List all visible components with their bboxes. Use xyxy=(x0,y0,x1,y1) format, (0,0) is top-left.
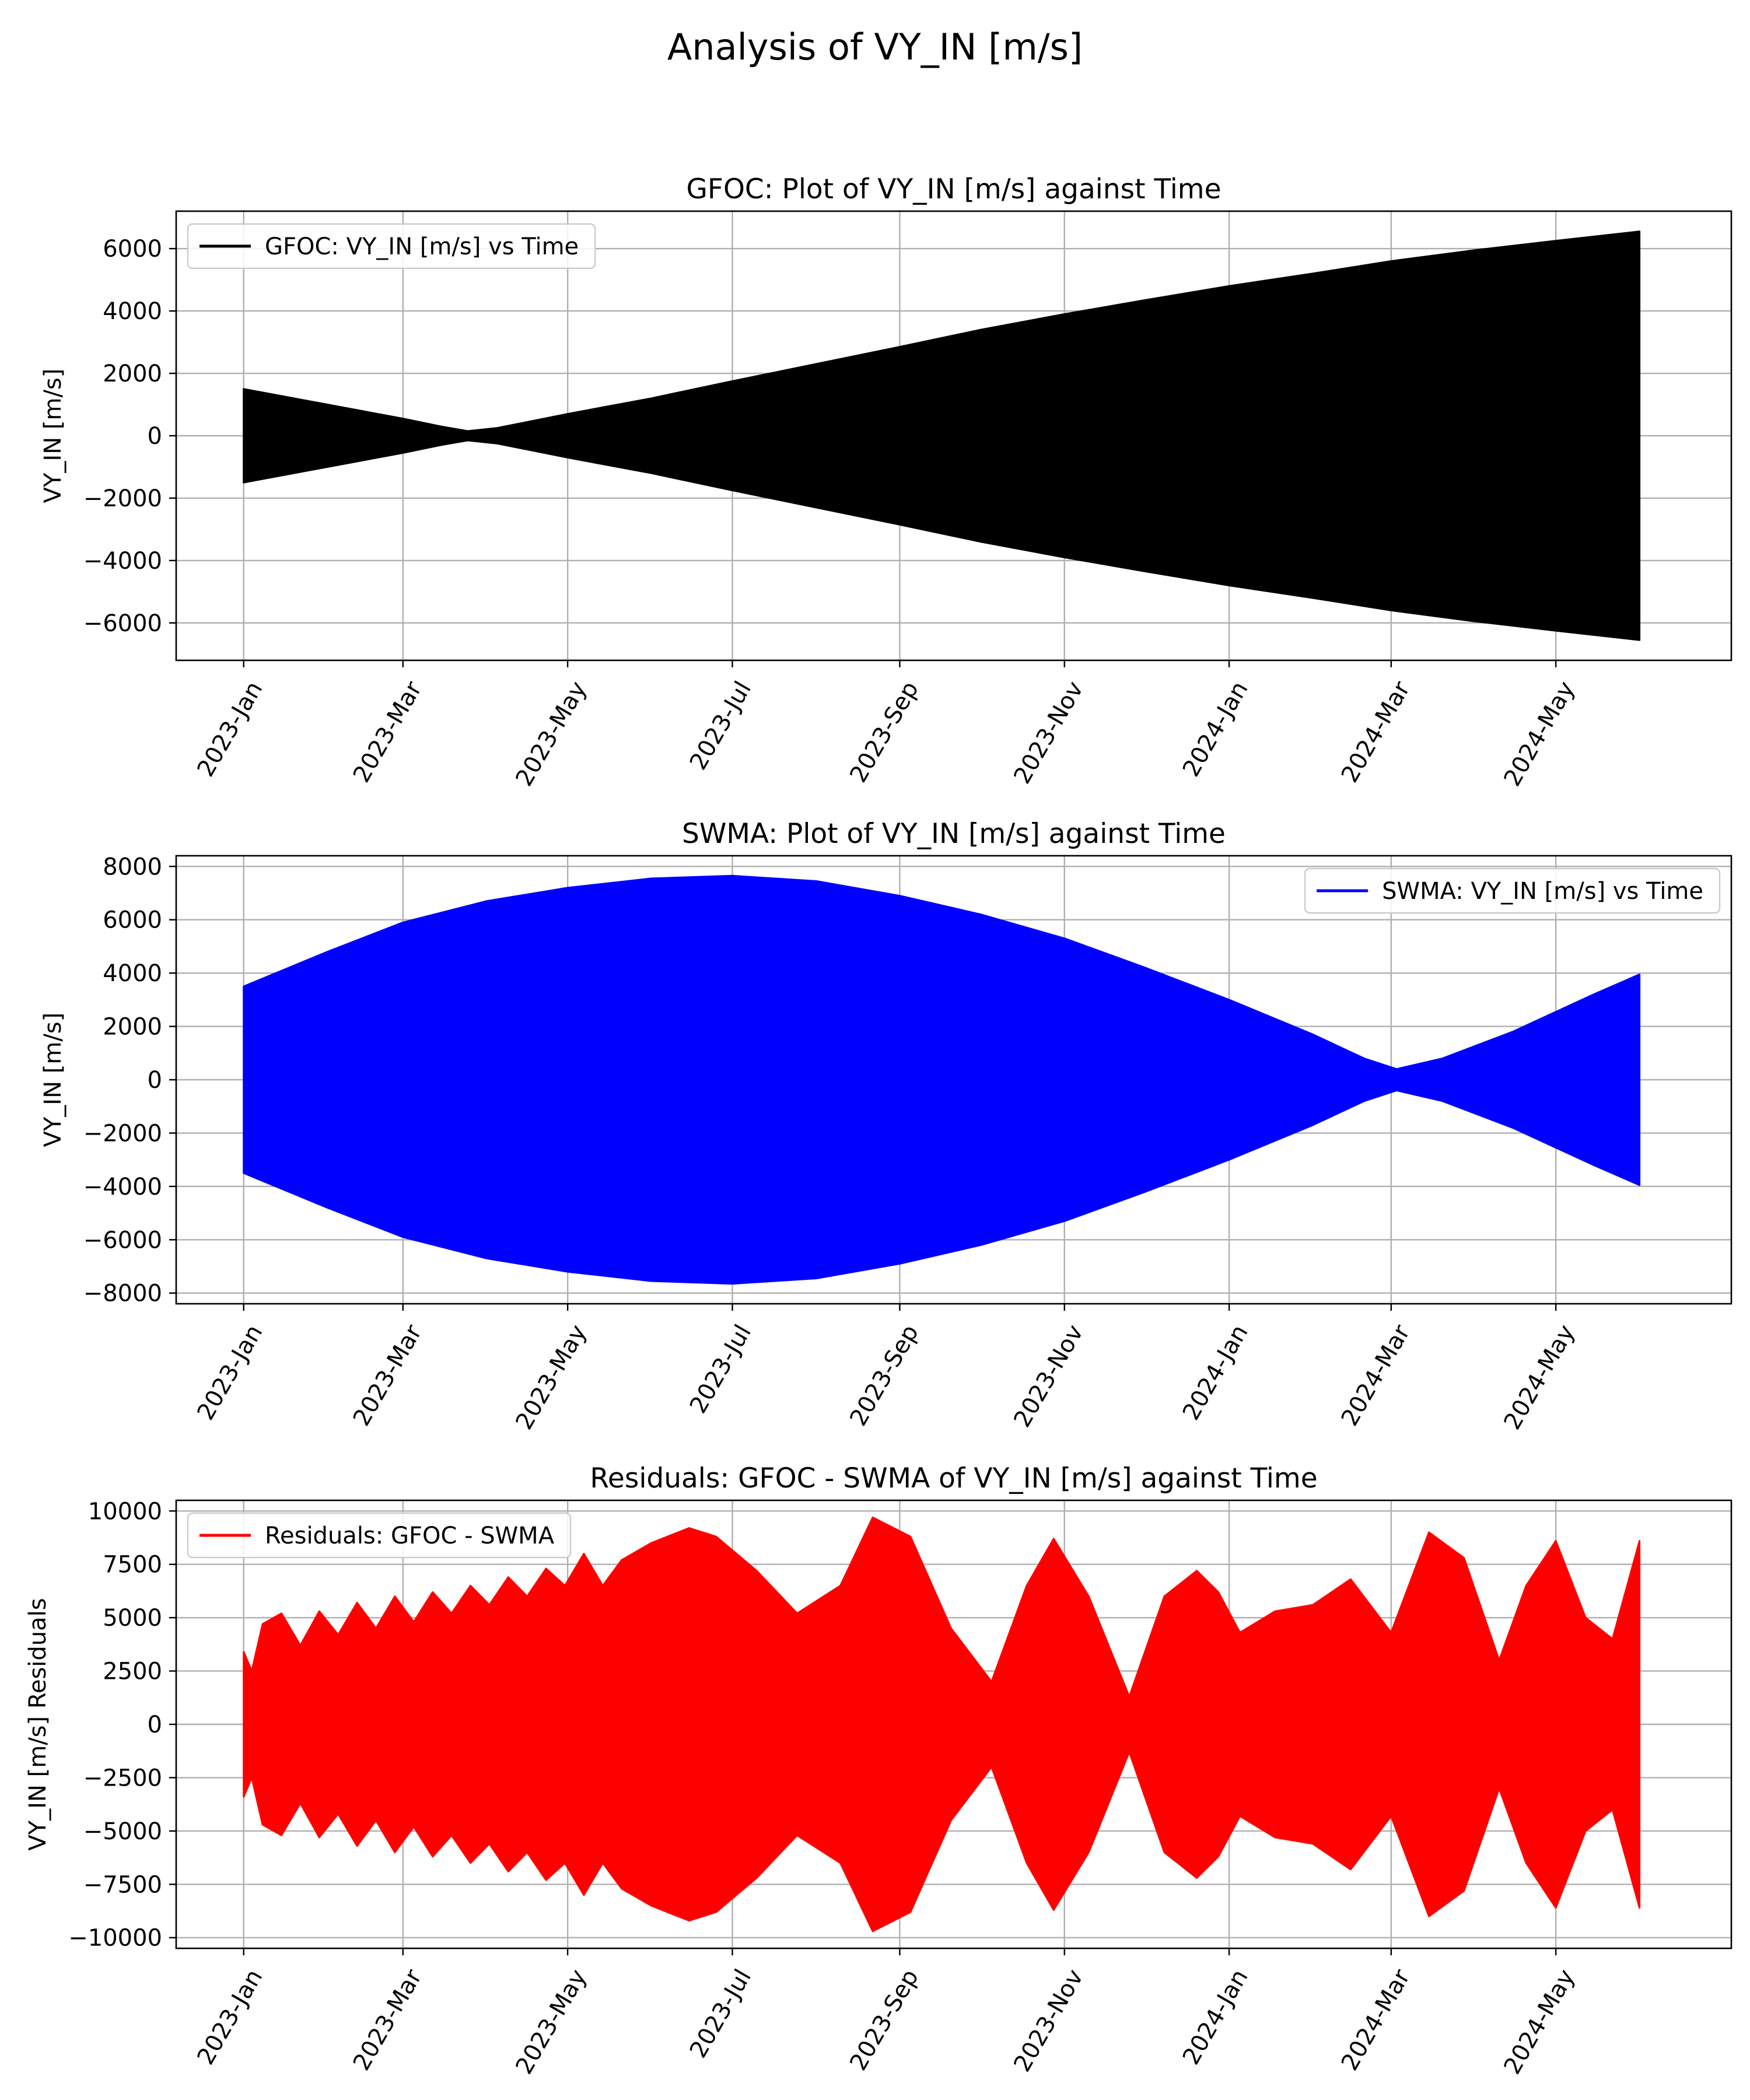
y-tick-label: 2500 xyxy=(103,1658,162,1685)
y-tick-label: −2500 xyxy=(83,1765,162,1791)
y-tick-label: 7500 xyxy=(103,1552,162,1578)
plot-area xyxy=(243,1516,1641,1933)
legend-entry: GFOC: VY_IN [m/s] vs Time xyxy=(265,233,579,260)
y-axis-ticks: −10000 −7500 −5000 −2500 0 2500 5000 7500 10000 xyxy=(68,1498,176,1952)
plot-area xyxy=(243,230,1641,641)
legend-box xyxy=(187,1512,572,1559)
chart-title: Residuals: GFOC - SWMA of VY_IN [m/s] ag… xyxy=(590,1462,1317,1494)
y-tick-label: 10000 xyxy=(88,1498,162,1525)
y-axis-label: VY_IN [m/s] xyxy=(40,1013,66,1147)
chart-title: GFOC: Plot of VY_IN [m/s] against Time xyxy=(686,173,1221,205)
y-tick-label: −4000 xyxy=(83,548,162,575)
legend-box xyxy=(1304,867,1721,914)
y-tick-label: −2000 xyxy=(83,1120,162,1147)
series-envelope xyxy=(243,1516,1641,1933)
y-tick-label: 4000 xyxy=(103,960,162,987)
y-tick-label: −7500 xyxy=(83,1871,162,1898)
legend: GFOC: VY_IN [m/s] vs Time xyxy=(187,223,596,270)
y-tick-label: 0 xyxy=(148,1712,162,1738)
legend: Residuals: GFOC - SWMA xyxy=(187,1512,572,1559)
legend-entry: SWMA: VY_IN [m/s] vs Time xyxy=(1382,878,1703,905)
y-axis-ticks: −6000 −4000 −2000 0 2000 4000 6000 xyxy=(83,236,176,637)
legend-box xyxy=(187,223,596,270)
y-tick-label: 4000 xyxy=(103,298,162,325)
y-tick-label: 8000 xyxy=(103,853,162,880)
series-envelope xyxy=(243,230,1641,641)
y-tick-label: 2000 xyxy=(103,360,162,387)
series-envelope xyxy=(243,874,1641,1285)
y-axis-label: VY_IN [m/s] xyxy=(40,369,66,503)
y-tick-label: −8000 xyxy=(83,1280,162,1307)
y-tick-label: 5000 xyxy=(103,1605,162,1632)
y-tick-label: 0 xyxy=(148,423,162,450)
y-tick-label: −5000 xyxy=(83,1818,162,1845)
y-tick-label: −2000 xyxy=(83,485,162,512)
chart-title: SWMA: Plot of VY_IN [m/s] against Time xyxy=(682,818,1226,850)
legend-entry: Residuals: GFOC - SWMA xyxy=(265,1522,555,1549)
y-tick-label: −10000 xyxy=(68,1925,162,1952)
y-tick-label: −6000 xyxy=(83,1227,162,1254)
figure-suptitle: Analysis of VY_IN [m/s] xyxy=(667,26,1083,68)
y-tick-label: −6000 xyxy=(83,610,162,637)
y-tick-label: −4000 xyxy=(83,1174,162,1200)
y-tick-label: 6000 xyxy=(103,236,162,262)
y-tick-label: 0 xyxy=(148,1067,162,1094)
y-tick-label: 6000 xyxy=(103,907,162,934)
y-axis-label: VY_IN [m/s] Residuals xyxy=(24,1598,51,1850)
y-axis-ticks: −8000 −6000 −4000 −2000 0 2000 4000 6000 8000 xyxy=(83,853,176,1307)
y-tick-label: 2000 xyxy=(103,1014,162,1041)
legend: SWMA: VY_IN [m/s] vs Time xyxy=(1304,867,1721,914)
plot-area xyxy=(243,874,1641,1285)
